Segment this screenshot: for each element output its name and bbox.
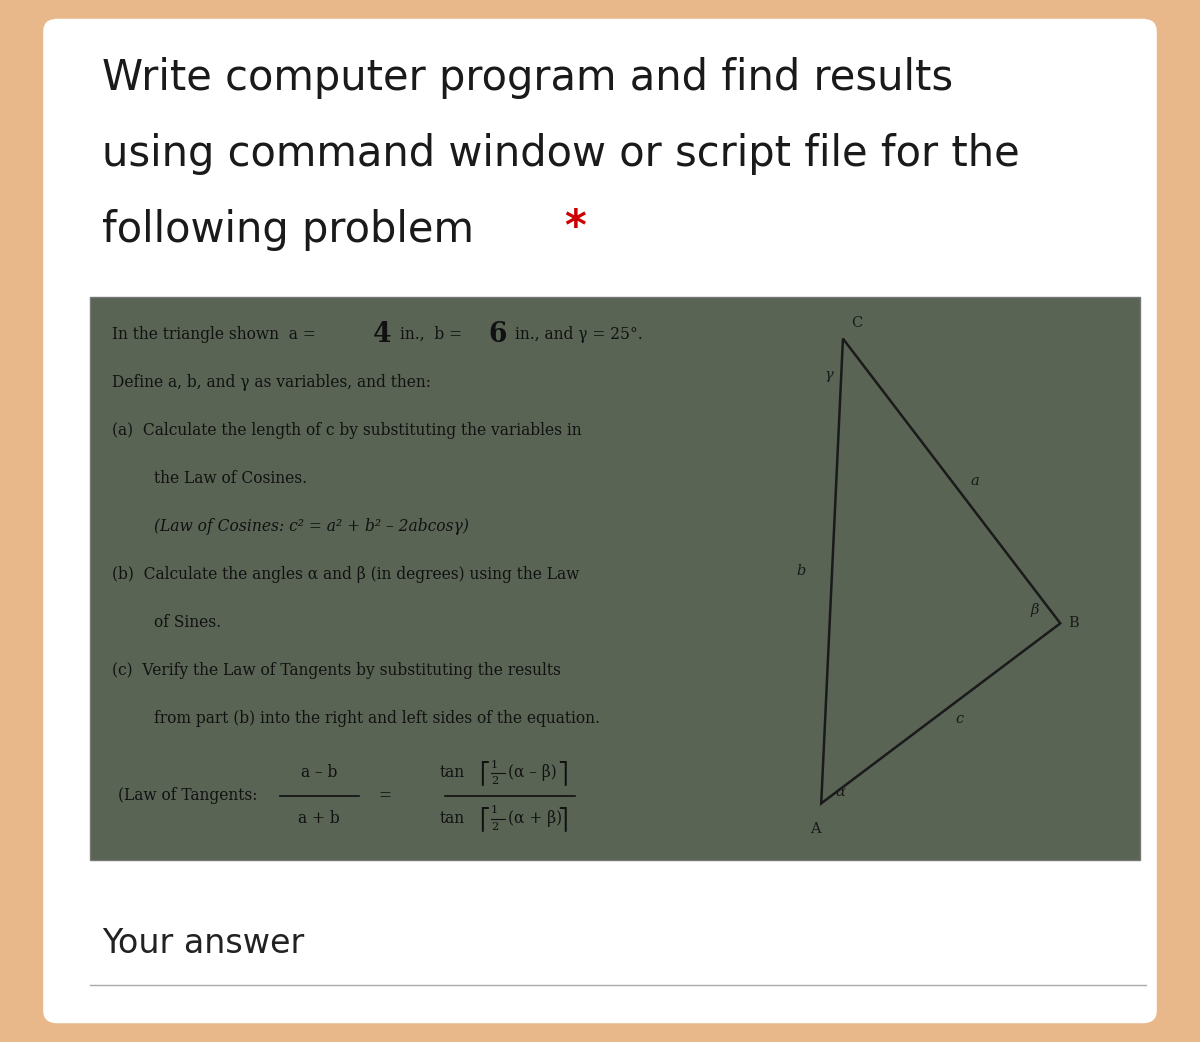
- Text: ⎤: ⎤: [557, 807, 568, 832]
- Bar: [90, 297, 1140, 860]
- FancyBboxPatch shape: [43, 19, 1157, 1023]
- Text: β: β: [1031, 603, 1039, 617]
- Text: (b)  Calculate the angles α and β (in degrees) using the Law: (b) Calculate the angles α and β (in deg…: [112, 566, 578, 582]
- Text: A: A: [810, 822, 821, 836]
- Text: ⎤: ⎤: [557, 761, 568, 786]
- Text: Define a, b, and γ as variables, and then:: Define a, b, and γ as variables, and the…: [112, 374, 431, 391]
- Text: 2: 2: [491, 776, 498, 787]
- Text: 1: 1: [491, 760, 498, 770]
- Text: using command window or script file for the: using command window or script file for …: [102, 133, 1020, 175]
- Text: *: *: [564, 207, 586, 249]
- Text: (Law of Cosines: c² = a² + b² – 2abcosγ): (Law of Cosines: c² = a² + b² – 2abcosγ): [154, 518, 468, 535]
- Text: c: c: [955, 712, 964, 725]
- Text: a – b: a – b: [301, 765, 337, 782]
- Text: the Law of Cosines.: the Law of Cosines.: [154, 470, 307, 487]
- Text: =: =: [379, 788, 391, 804]
- Text: a + b: a + b: [299, 811, 340, 827]
- Text: following problem: following problem: [102, 209, 474, 251]
- Text: of Sines.: of Sines.: [154, 614, 221, 630]
- Text: b: b: [797, 564, 805, 578]
- Text: γ: γ: [824, 368, 833, 381]
- Text: (α – β): (α – β): [508, 765, 557, 782]
- Text: α: α: [835, 786, 846, 799]
- Text: 1: 1: [491, 805, 498, 816]
- Text: from part (b) into the right and left sides of the equation.: from part (b) into the right and left si…: [154, 710, 600, 726]
- Text: ⎡: ⎡: [479, 761, 490, 786]
- Text: (a)  Calculate the length of c by substituting the variables in: (a) Calculate the length of c by substit…: [112, 422, 581, 439]
- Text: (α + β): (α + β): [508, 811, 562, 827]
- Text: tan: tan: [439, 811, 464, 827]
- Text: 4: 4: [373, 321, 392, 348]
- Text: (Law of Tangents:: (Law of Tangents:: [118, 788, 257, 804]
- Text: In the triangle shown  a =: In the triangle shown a =: [112, 326, 316, 343]
- Text: C: C: [851, 317, 863, 330]
- Text: Write computer program and find results: Write computer program and find results: [102, 57, 953, 99]
- Text: (c)  Verify the Law of Tangents by substituting the results: (c) Verify the Law of Tangents by substi…: [112, 662, 560, 678]
- Text: B: B: [1069, 616, 1079, 630]
- Text: tan: tan: [439, 765, 464, 782]
- Text: ⎡: ⎡: [479, 807, 490, 832]
- Text: in.,  b =: in., b =: [400, 326, 462, 343]
- Text: 6: 6: [488, 321, 506, 348]
- Text: 2: 2: [491, 822, 498, 833]
- Text: Your answer: Your answer: [102, 927, 305, 961]
- Text: a: a: [971, 474, 979, 488]
- Text: in., and γ = 25°.: in., and γ = 25°.: [515, 326, 642, 343]
